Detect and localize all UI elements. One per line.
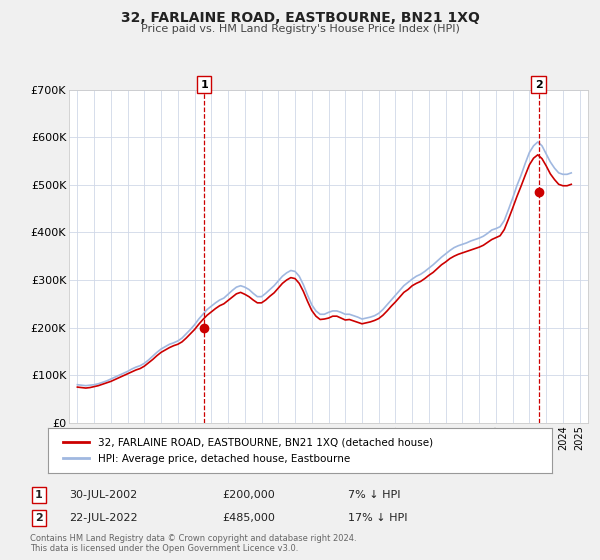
- Text: Contains HM Land Registry data © Crown copyright and database right 2024.: Contains HM Land Registry data © Crown c…: [30, 534, 356, 543]
- Text: This data is licensed under the Open Government Licence v3.0.: This data is licensed under the Open Gov…: [30, 544, 298, 553]
- Text: 1: 1: [200, 80, 208, 90]
- Text: 1: 1: [35, 490, 43, 500]
- Text: 2: 2: [535, 80, 542, 90]
- Text: 7% ↓ HPI: 7% ↓ HPI: [348, 490, 401, 500]
- Text: £485,000: £485,000: [222, 513, 275, 523]
- Text: 2: 2: [35, 513, 43, 523]
- Text: 17% ↓ HPI: 17% ↓ HPI: [348, 513, 407, 523]
- Text: £200,000: £200,000: [222, 490, 275, 500]
- Text: 22-JUL-2022: 22-JUL-2022: [69, 513, 137, 523]
- Text: 32, FARLAINE ROAD, EASTBOURNE, BN21 1XQ: 32, FARLAINE ROAD, EASTBOURNE, BN21 1XQ: [121, 11, 479, 25]
- Legend: 32, FARLAINE ROAD, EASTBOURNE, BN21 1XQ (detached house), HPI: Average price, de: 32, FARLAINE ROAD, EASTBOURNE, BN21 1XQ …: [58, 432, 438, 469]
- Text: Price paid vs. HM Land Registry's House Price Index (HPI): Price paid vs. HM Land Registry's House …: [140, 24, 460, 34]
- Text: 30-JUL-2002: 30-JUL-2002: [69, 490, 137, 500]
